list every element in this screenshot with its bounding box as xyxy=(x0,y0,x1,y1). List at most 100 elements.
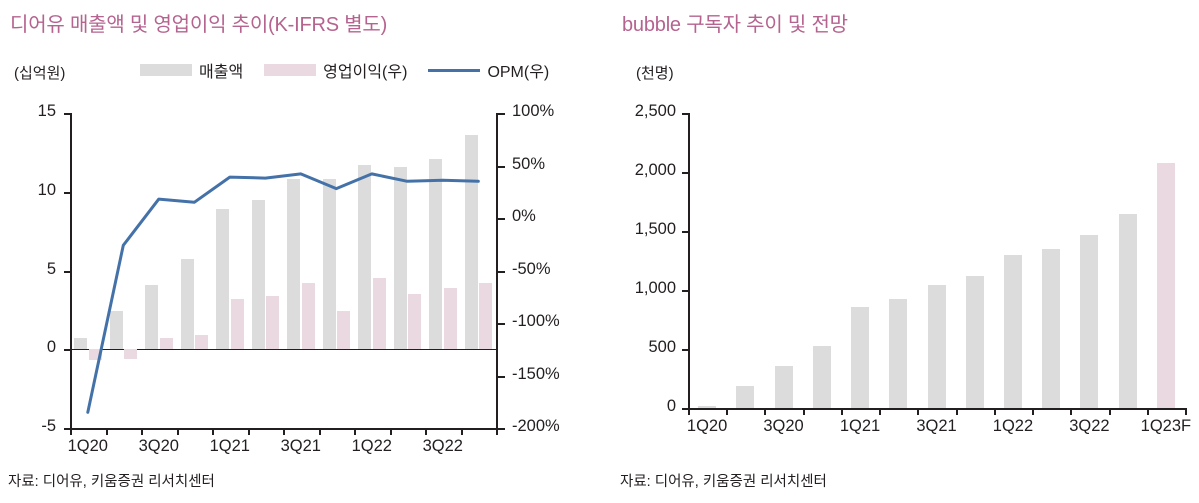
x-tick xyxy=(212,428,214,435)
y-tick xyxy=(682,349,689,351)
subscriber-bar xyxy=(1080,234,1099,408)
legend-item-revenue: 매출액 xyxy=(140,58,243,82)
right-chart-title: bubble 구독자 추이 및 전망 xyxy=(622,14,848,36)
operating-profit-bar xyxy=(408,294,421,350)
x-tick-label: 3Q22 xyxy=(422,437,463,455)
y-tick-label: 2,500 xyxy=(634,102,676,120)
operating-profit-bar xyxy=(159,338,173,350)
revenue-bar xyxy=(251,199,265,350)
x-tick xyxy=(764,408,767,415)
revenue-bar xyxy=(464,135,478,350)
x-tick xyxy=(726,408,729,415)
x-tick-label: 3Q21 xyxy=(916,417,957,435)
right-chart-unit-label: (천명) xyxy=(636,65,674,82)
y-tick-label: 1,000 xyxy=(634,279,676,297)
legend-swatch-operating-profit-icon xyxy=(264,64,317,76)
x-tick xyxy=(247,428,250,435)
x-tick-label: 1Q20 xyxy=(686,417,728,435)
subscriber-bar xyxy=(851,306,870,408)
left-chart-unit-label: (십억원) xyxy=(14,65,66,82)
subscriber-bar xyxy=(812,346,831,408)
left-y-tick-label: 10 xyxy=(37,180,56,199)
right-y-tick xyxy=(498,165,505,168)
right-y-tick-label: -200% xyxy=(512,417,560,435)
x-tick xyxy=(425,428,427,435)
right-y-tick xyxy=(498,428,505,430)
left-chart-source: 자료: 디어유, 키움증권 리서치센터 xyxy=(8,474,215,490)
x-tick-label: 1Q21 xyxy=(209,437,250,455)
subscriber-bar xyxy=(698,406,717,408)
x-tick xyxy=(141,428,143,435)
x-tick xyxy=(105,428,108,435)
operating-profit-bar xyxy=(230,298,244,350)
revenue-bar xyxy=(429,158,442,350)
left-y-tick-label: 15 xyxy=(37,102,56,120)
x-tick xyxy=(802,408,805,415)
forecast-bar xyxy=(1156,163,1175,408)
revenue-bar xyxy=(216,209,229,350)
zero-baseline xyxy=(70,349,498,351)
revenue-bar xyxy=(109,311,123,350)
x-tick xyxy=(1185,408,1187,415)
right-y-tick xyxy=(498,270,505,273)
x-tick xyxy=(1146,408,1149,415)
subscriber-bar xyxy=(965,275,984,408)
operating-profit-bar xyxy=(372,278,386,350)
x-axis-line xyxy=(688,408,1187,410)
subscriber-bar xyxy=(736,386,755,408)
y-tick-label: 0 xyxy=(666,397,676,415)
revenue-bar xyxy=(322,179,336,350)
left-y-tick-label: -5 xyxy=(41,417,56,435)
operating-profit-bar xyxy=(124,349,137,359)
right-chart-panel: bubble 구독자 추이 및 전망 (천명) 0 500 1,000 1,500 2,… xyxy=(600,0,1199,503)
legend-label-operating-profit: 영업이익(우) xyxy=(323,64,408,81)
left-chart-title: 디어유 매출액 및 영업이익 추이(K-IFRS 별도) xyxy=(10,14,388,36)
x-tick xyxy=(389,428,392,435)
y-tick-label: 1,500 xyxy=(634,220,676,238)
x-tick xyxy=(70,428,72,435)
y-tick-label: 2,000 xyxy=(634,161,676,179)
operating-profit-bar xyxy=(301,283,315,350)
x-tick xyxy=(993,408,996,415)
y-tick xyxy=(682,408,689,410)
right-chart-source: 자료: 디어유, 키움증권 리서치센터 xyxy=(620,474,827,490)
y-tick-label: 500 xyxy=(648,338,676,356)
operating-profit-bar xyxy=(88,349,102,361)
x-tick-label: 1Q21 xyxy=(839,417,881,435)
x-tick xyxy=(840,408,843,415)
left-y-axis-line xyxy=(70,113,72,428)
left-y-tick xyxy=(64,349,71,352)
legend-label-revenue: 매출액 xyxy=(199,64,244,81)
right-plot-area: 0 500 1,000 1,500 2,000 2,500 1Q20 3Q20 1Q21 3Q21… xyxy=(600,0,1199,460)
revenue-bar xyxy=(393,166,407,350)
operating-profit-bar xyxy=(195,335,208,350)
operating-profit-bar xyxy=(337,311,350,350)
left-y-tick xyxy=(64,428,71,430)
x-tick xyxy=(1032,408,1035,415)
revenue-bar xyxy=(145,284,158,350)
left-y-tick-label: 0 xyxy=(46,338,56,357)
x-tick xyxy=(879,408,882,415)
right-y-tick xyxy=(498,375,505,378)
right-y-tick-label: -150% xyxy=(512,364,560,383)
left-chart-legend: 매출액 영업이익(우) OPM(우) xyxy=(140,58,549,82)
right-y-tick-label: -100% xyxy=(512,312,560,330)
revenue-bar xyxy=(180,259,194,350)
subscriber-bar xyxy=(1042,248,1061,408)
subscriber-bar xyxy=(1118,213,1137,408)
x-tick xyxy=(460,428,463,435)
x-tick xyxy=(688,408,690,415)
x-tick xyxy=(955,408,958,415)
right-y-tick-label: 100% xyxy=(512,102,555,120)
revenue-bar xyxy=(74,338,87,350)
opm-line-series xyxy=(86,172,480,414)
legend-swatch-revenue-icon xyxy=(140,64,192,76)
operating-profit-bar xyxy=(266,295,279,350)
x-tick xyxy=(496,428,498,435)
left-y-tick xyxy=(64,191,71,194)
subscriber-bar xyxy=(927,284,946,408)
x-tick-label: 3Q20 xyxy=(763,417,804,435)
left-chart-panel: 디어유 매출액 및 영업이익 추이(K-IFRS 별도) (십억원) 매출액 영… xyxy=(0,0,599,503)
legend-label-opm: OPM(우) xyxy=(487,64,550,81)
left-y-tick xyxy=(64,270,71,273)
